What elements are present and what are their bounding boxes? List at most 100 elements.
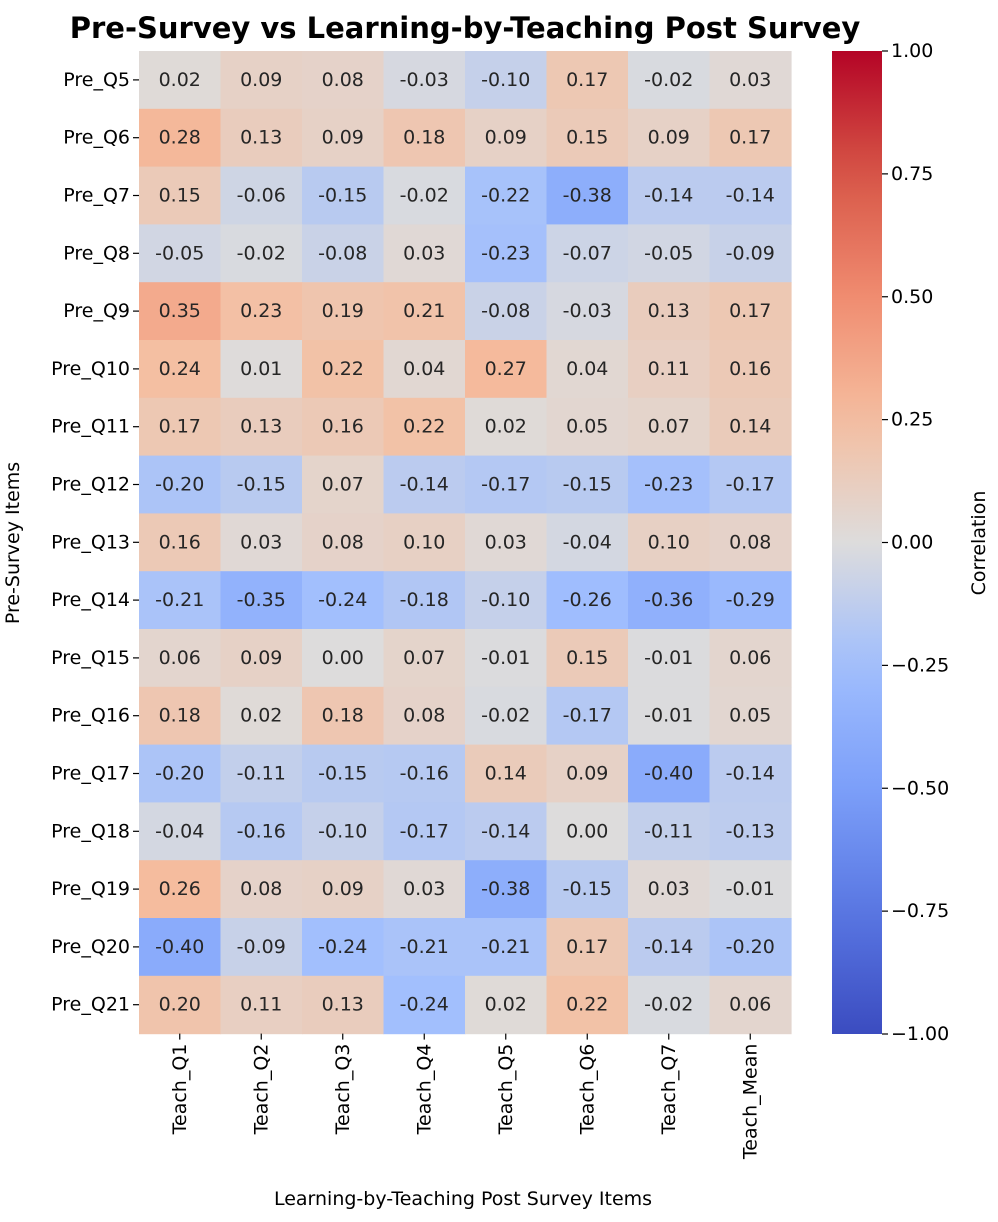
cell-value-label: -0.05 bbox=[644, 242, 693, 264]
cell-value-label: 0.07 bbox=[403, 647, 445, 669]
cell-value-label: 0.03 bbox=[240, 531, 282, 553]
y-axis-label: Pre-Survey Items bbox=[2, 462, 24, 624]
heatmap-cell bbox=[139, 51, 222, 110]
cell-value-label: 0.08 bbox=[322, 531, 364, 553]
cell-value-label: -0.15 bbox=[237, 474, 286, 496]
cell-value-label: -0.14 bbox=[644, 185, 693, 207]
heatmap-cell bbox=[465, 397, 548, 457]
heatmap-cell bbox=[709, 744, 792, 803]
heatmap-cell bbox=[546, 108, 629, 168]
cell-value-label: 0.07 bbox=[648, 416, 690, 438]
heatmap-cell bbox=[628, 51, 711, 110]
heatmap-cell bbox=[465, 860, 548, 919]
cell-value-label: 0.02 bbox=[159, 69, 201, 91]
cell-value-label: 0.04 bbox=[566, 358, 608, 380]
heatmap-cell bbox=[546, 629, 629, 688]
cell-value-label: -0.40 bbox=[155, 936, 204, 958]
heatmap-cell bbox=[709, 224, 792, 283]
cell-value-label: -0.15 bbox=[318, 763, 367, 785]
heatmap-cell bbox=[139, 802, 222, 861]
x-tick-label: Teach_Q7 bbox=[658, 1044, 680, 1136]
heatmap-cell bbox=[546, 975, 629, 1035]
heatmap-cell bbox=[302, 51, 385, 110]
cell-value-label: 0.16 bbox=[159, 531, 201, 553]
x-tick-label: Teach_Q6 bbox=[576, 1044, 598, 1136]
heatmap-cell bbox=[220, 166, 303, 225]
cell-value-label: 0.24 bbox=[159, 358, 201, 380]
heatmap-cell bbox=[383, 224, 466, 283]
cell-value-label: -0.13 bbox=[726, 820, 775, 842]
heatmap-cell bbox=[302, 513, 385, 572]
heatmap-cell bbox=[383, 455, 466, 514]
heatmap-cell bbox=[628, 340, 711, 399]
heatmap-cell bbox=[383, 629, 466, 688]
heatmap-cell bbox=[302, 108, 385, 168]
heatmap-cell bbox=[302, 918, 385, 977]
cell-value-label: 0.16 bbox=[322, 416, 364, 438]
y-tick-label: Pre_Q7 bbox=[63, 185, 130, 207]
heatmap-cell bbox=[546, 166, 629, 225]
heatmap-cell bbox=[220, 108, 303, 168]
heatmap-cell bbox=[139, 918, 222, 977]
heatmap-cell bbox=[709, 571, 792, 630]
cell-value-label: 0.09 bbox=[485, 127, 527, 149]
cell-value-label: -0.01 bbox=[644, 705, 693, 727]
cell-value-label: -0.07 bbox=[563, 242, 612, 264]
cell-value-label: 0.02 bbox=[485, 416, 527, 438]
heatmap-cell bbox=[302, 802, 385, 861]
colorbar-tick-label: −0.25 bbox=[891, 654, 949, 676]
heatmap-cell bbox=[628, 744, 711, 803]
heatmap-cell bbox=[546, 571, 629, 630]
cell-value-label: -0.15 bbox=[563, 878, 612, 900]
y-tick-label: Pre_Q11 bbox=[51, 416, 130, 438]
cell-value-label: 0.17 bbox=[566, 936, 608, 958]
heatmap-cell bbox=[220, 224, 303, 283]
cell-value-label: 0.09 bbox=[240, 69, 282, 91]
heatmap-cell bbox=[465, 686, 548, 746]
heatmap-cell bbox=[139, 340, 222, 399]
colorbar-tick-label: 0.25 bbox=[891, 409, 933, 431]
cell-value-label: -0.03 bbox=[400, 69, 449, 91]
cell-value-label: 0.01 bbox=[240, 358, 282, 380]
heatmap-cell bbox=[628, 860, 711, 919]
cell-value-label: -0.38 bbox=[481, 878, 530, 900]
cell-value-label: 0.16 bbox=[729, 358, 771, 380]
cell-value-label: 0.09 bbox=[322, 127, 364, 149]
cell-value-label: 0.27 bbox=[485, 358, 527, 380]
heatmap-cell bbox=[709, 918, 792, 977]
cell-value-label: -0.17 bbox=[481, 474, 530, 496]
heatmap-cell bbox=[465, 975, 548, 1035]
heatmap-cells bbox=[139, 51, 792, 1035]
heatmap-cell bbox=[465, 108, 548, 168]
heatmap-cell bbox=[220, 571, 303, 630]
cell-value-label: 0.17 bbox=[729, 127, 771, 149]
heatmap-cell bbox=[302, 860, 385, 919]
heatmap-cell bbox=[302, 455, 385, 514]
cell-value-label: 0.06 bbox=[159, 647, 201, 669]
cell-value-label: -0.21 bbox=[400, 936, 449, 958]
heatmap-cell bbox=[709, 629, 792, 688]
cell-value-label: -0.11 bbox=[644, 820, 693, 842]
cell-value-label: 0.08 bbox=[729, 531, 771, 553]
heatmap-cell bbox=[465, 282, 548, 341]
cell-value-label: -0.16 bbox=[237, 820, 286, 842]
y-tick-label: Pre_Q14 bbox=[51, 589, 130, 611]
cell-value-label: -0.02 bbox=[237, 242, 286, 264]
cell-value-label: 0.28 bbox=[159, 127, 201, 149]
heatmap-cell bbox=[628, 282, 711, 341]
cell-value-label: 0.00 bbox=[322, 647, 364, 669]
heatmap-cell bbox=[220, 629, 303, 688]
cell-value-label: 0.35 bbox=[159, 300, 201, 322]
cell-value-label: -0.14 bbox=[726, 185, 775, 207]
heatmap-cell bbox=[546, 397, 629, 457]
cell-value-label: 0.09 bbox=[240, 647, 282, 669]
heatmap-cell bbox=[220, 686, 303, 746]
cell-value-label: -0.36 bbox=[644, 589, 693, 611]
heatmap-cell bbox=[139, 686, 222, 746]
heatmap-cell bbox=[465, 166, 548, 225]
heatmap-cell bbox=[220, 455, 303, 514]
cell-value-label: -0.09 bbox=[726, 242, 775, 264]
heatmap-cell bbox=[139, 108, 222, 168]
x-axis-ticks: Teach_Q1 Teach_Q2 Teach_Q3 Teach_Q4 Teach_Q5… bbox=[169, 1033, 761, 1160]
